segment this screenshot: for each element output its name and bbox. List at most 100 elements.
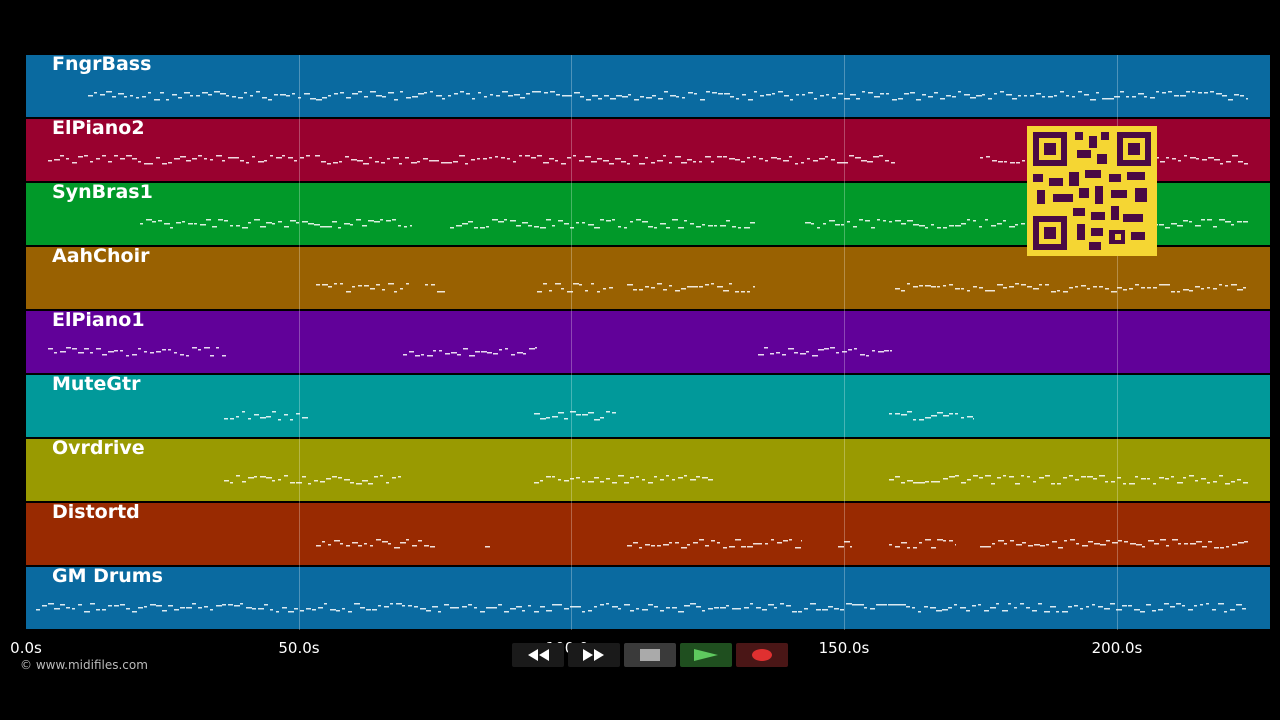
midi-note <box>504 219 507 221</box>
midi-note <box>898 98 903 100</box>
midi-note <box>919 285 923 287</box>
midi-note <box>955 225 961 227</box>
midi-note <box>997 284 1003 286</box>
midi-note <box>1170 606 1175 608</box>
midi-note <box>1231 284 1237 286</box>
midi-note <box>302 417 308 419</box>
midi-note <box>168 162 172 164</box>
midi-note <box>550 91 555 93</box>
midi-note <box>1086 606 1089 608</box>
play-button[interactable] <box>680 643 732 667</box>
midi-note <box>1196 541 1202 543</box>
midi-note <box>660 223 666 225</box>
midi-note <box>729 158 735 160</box>
midi-note <box>883 220 886 222</box>
midi-note <box>678 227 684 229</box>
track-lane-fngrbass: FngrBass <box>26 55 1270 117</box>
midi-note <box>520 97 525 99</box>
midi-note <box>214 91 220 93</box>
fast-forward-button[interactable] <box>568 643 620 667</box>
midi-note <box>1224 611 1227 613</box>
midi-note <box>616 95 622 97</box>
rewind-button[interactable] <box>512 643 564 667</box>
midi-note <box>333 162 338 164</box>
midi-note <box>991 290 995 292</box>
midi-note <box>573 283 579 285</box>
midi-note <box>496 95 500 97</box>
midi-note <box>770 353 774 355</box>
midi-note <box>120 604 125 606</box>
midi-note <box>517 352 523 354</box>
midi-note <box>1136 544 1142 546</box>
midi-note <box>328 95 331 97</box>
midi-note <box>1098 606 1103 608</box>
midi-note <box>855 157 861 159</box>
midi-note <box>753 543 759 545</box>
midi-note <box>1220 163 1223 165</box>
midi-note <box>272 223 275 225</box>
midi-note <box>184 92 190 94</box>
midi-note <box>669 285 672 287</box>
midi-note <box>795 163 798 165</box>
midi-note <box>976 95 982 97</box>
record-button[interactable] <box>736 643 788 667</box>
midi-note <box>1105 481 1108 483</box>
track-label: Ovrdrive <box>52 437 145 459</box>
midi-note <box>516 225 521 227</box>
midi-note <box>216 347 219 349</box>
midi-note <box>646 97 652 99</box>
midi-note <box>321 161 326 163</box>
midi-note <box>142 96 146 98</box>
midi-note <box>901 414 907 416</box>
midi-note <box>1060 91 1064 93</box>
midi-note <box>882 604 887 606</box>
midi-note <box>961 288 964 290</box>
midi-note <box>118 93 124 95</box>
midi-note <box>634 99 639 101</box>
midi-note <box>108 351 114 353</box>
midi-note <box>502 91 508 93</box>
midi-note <box>132 611 137 613</box>
midi-note <box>1207 482 1210 484</box>
midi-note <box>516 606 522 608</box>
midi-note <box>730 96 734 98</box>
midi-note <box>591 161 597 163</box>
midi-note <box>711 161 714 163</box>
midi-note <box>392 477 396 479</box>
midi-note <box>272 480 275 482</box>
midi-note <box>196 95 200 97</box>
midi-note <box>202 92 208 94</box>
midi-note <box>885 160 889 162</box>
midi-note <box>912 607 915 609</box>
midi-note <box>723 156 727 158</box>
midi-note <box>925 227 928 229</box>
midi-note <box>477 158 480 160</box>
midi-note <box>561 163 566 165</box>
midi-note <box>234 157 239 159</box>
midi-note <box>210 355 214 357</box>
midi-note <box>537 155 542 157</box>
midi-note <box>973 475 978 477</box>
midi-note <box>979 477 983 479</box>
midi-note <box>848 349 852 351</box>
midi-note <box>925 417 931 419</box>
midi-note <box>556 94 560 96</box>
stop-button[interactable] <box>624 643 676 667</box>
midi-note <box>922 94 926 96</box>
midi-note <box>1174 95 1179 97</box>
midi-note <box>178 97 182 99</box>
midi-note <box>156 157 160 159</box>
midi-note <box>426 610 431 612</box>
midi-note <box>555 283 561 285</box>
midi-note <box>890 350 892 352</box>
midi-note <box>871 227 875 229</box>
midi-note <box>1160 539 1166 541</box>
midi-note <box>627 284 633 286</box>
midi-note <box>84 155 88 157</box>
midi-note <box>986 156 990 158</box>
midi-note <box>1190 157 1196 159</box>
midi-note <box>836 352 839 354</box>
midi-note <box>1028 545 1033 547</box>
midi-note <box>942 609 948 611</box>
midi-note <box>639 289 643 291</box>
